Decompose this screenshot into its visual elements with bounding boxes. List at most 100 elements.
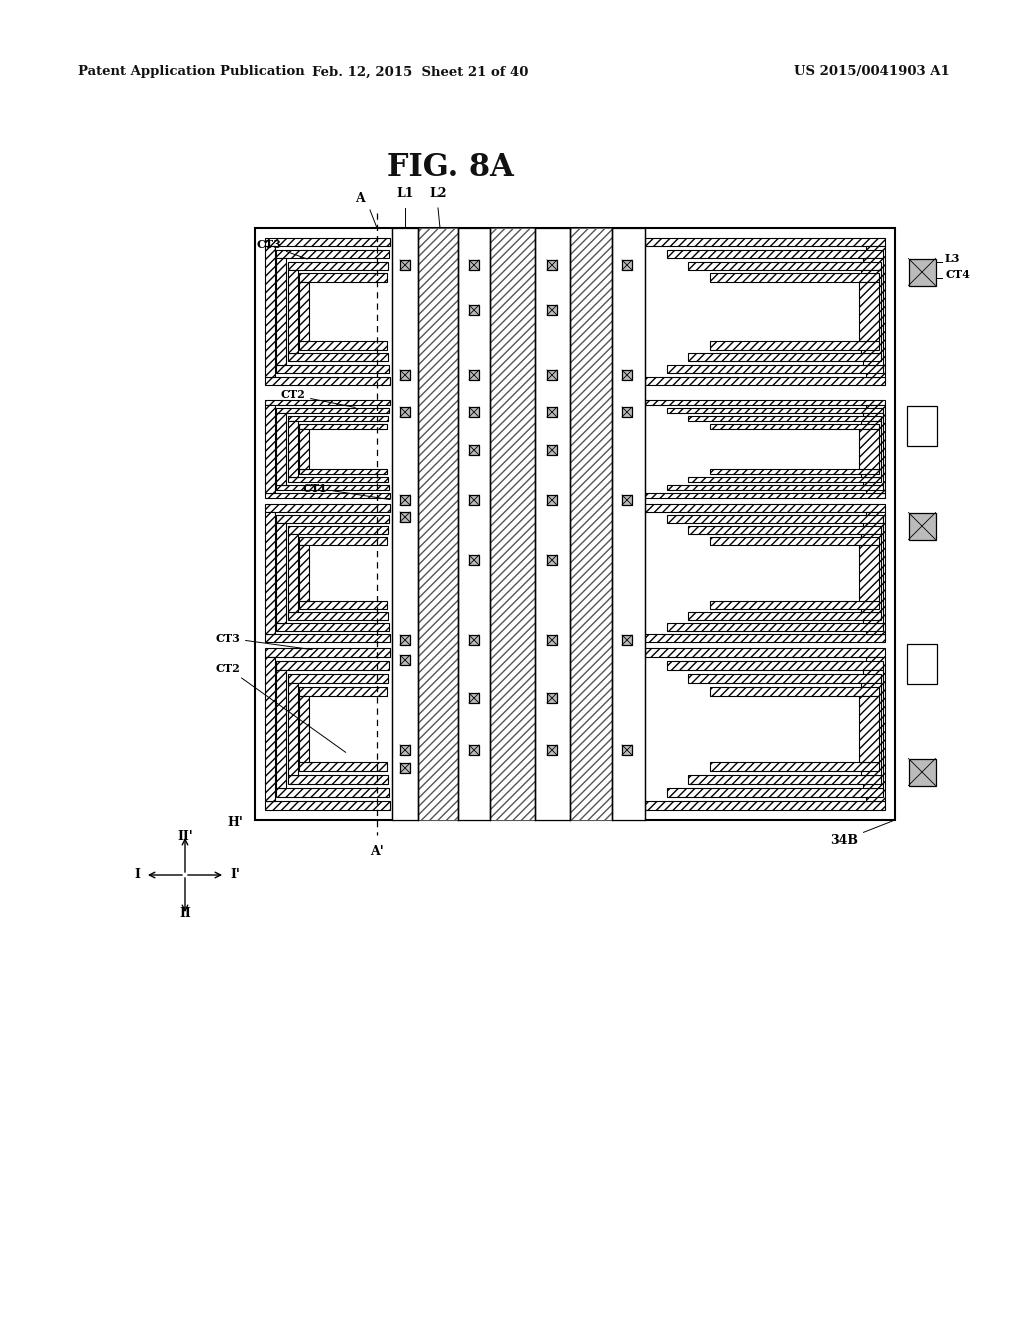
Text: II': II' — [177, 830, 193, 843]
Bar — [400, 655, 410, 665]
Bar — [469, 370, 479, 380]
Text: II: II — [179, 907, 190, 920]
Bar — [400, 260, 410, 271]
Text: CT2: CT2 — [281, 389, 355, 408]
Bar — [392, 228, 418, 820]
Bar — [547, 635, 557, 645]
Bar — [907, 407, 937, 446]
Bar — [276, 413, 287, 484]
Bar — [400, 495, 410, 506]
Bar — [859, 696, 879, 762]
Bar — [645, 648, 885, 657]
Bar — [276, 661, 389, 671]
Text: CT3: CT3 — [256, 239, 307, 259]
Bar — [276, 523, 287, 623]
Bar — [265, 238, 390, 247]
Bar — [276, 484, 389, 490]
Bar — [710, 686, 879, 696]
Bar — [667, 366, 883, 374]
Bar — [710, 469, 879, 474]
Bar — [688, 354, 881, 362]
Bar — [907, 644, 937, 684]
Bar — [265, 405, 275, 492]
Bar — [645, 238, 885, 247]
Bar — [400, 407, 410, 417]
Bar — [299, 273, 387, 281]
Bar — [863, 413, 883, 484]
Bar — [863, 523, 883, 623]
Bar — [265, 376, 390, 385]
Bar — [535, 228, 570, 820]
Text: L3: L3 — [945, 252, 961, 264]
Bar — [688, 675, 881, 682]
Bar — [667, 515, 883, 523]
Bar — [570, 228, 612, 820]
Bar — [547, 407, 557, 417]
Bar — [865, 512, 885, 635]
Bar — [469, 305, 479, 315]
Bar — [299, 545, 309, 601]
Bar — [288, 416, 388, 421]
Text: Feb. 12, 2015  Sheet 21 of 40: Feb. 12, 2015 Sheet 21 of 40 — [312, 66, 528, 78]
Bar — [265, 400, 390, 405]
Bar — [400, 763, 410, 774]
Bar — [667, 484, 883, 490]
Bar — [667, 661, 883, 671]
Text: CT3: CT3 — [215, 632, 312, 649]
Bar — [400, 512, 410, 521]
Bar — [299, 537, 387, 545]
Bar — [645, 492, 885, 498]
Bar — [276, 257, 287, 366]
Bar — [710, 601, 879, 609]
Bar — [469, 260, 479, 271]
Bar — [469, 445, 479, 455]
Bar — [288, 612, 388, 620]
Bar — [299, 696, 309, 762]
Bar — [645, 504, 885, 512]
Bar — [265, 504, 390, 512]
Bar — [265, 801, 390, 810]
Bar — [299, 342, 387, 350]
Bar — [255, 228, 895, 820]
Bar — [288, 261, 388, 269]
Text: I: I — [134, 869, 140, 882]
Bar — [865, 657, 885, 801]
Bar — [710, 762, 879, 771]
Bar — [276, 788, 389, 797]
Bar — [400, 635, 410, 645]
Bar — [265, 512, 275, 635]
Bar — [299, 762, 387, 771]
Bar — [622, 495, 632, 506]
Bar — [710, 537, 879, 545]
Bar — [299, 281, 309, 342]
Bar — [859, 429, 879, 469]
Bar — [908, 259, 936, 285]
Bar — [622, 260, 632, 271]
Bar — [622, 407, 632, 417]
Bar — [861, 269, 881, 354]
Bar — [667, 249, 883, 257]
Bar — [547, 554, 557, 565]
Text: CT4: CT4 — [945, 269, 970, 281]
Bar — [469, 495, 479, 506]
Bar — [859, 281, 879, 342]
Bar — [299, 601, 387, 609]
Bar — [547, 445, 557, 455]
Bar — [667, 408, 883, 413]
Bar — [299, 429, 309, 469]
Bar — [865, 405, 885, 492]
Bar — [710, 342, 879, 350]
Bar — [688, 775, 881, 784]
Bar — [710, 273, 879, 281]
Text: CT2: CT2 — [215, 663, 346, 752]
Bar — [265, 492, 390, 498]
Text: US 2015/0041903 A1: US 2015/0041903 A1 — [795, 66, 950, 78]
Bar — [469, 554, 479, 565]
Bar — [547, 744, 557, 755]
Bar — [688, 527, 881, 533]
Bar — [418, 228, 458, 820]
Bar — [469, 744, 479, 755]
Bar — [622, 370, 632, 380]
Bar — [299, 469, 387, 474]
Bar — [645, 635, 885, 642]
